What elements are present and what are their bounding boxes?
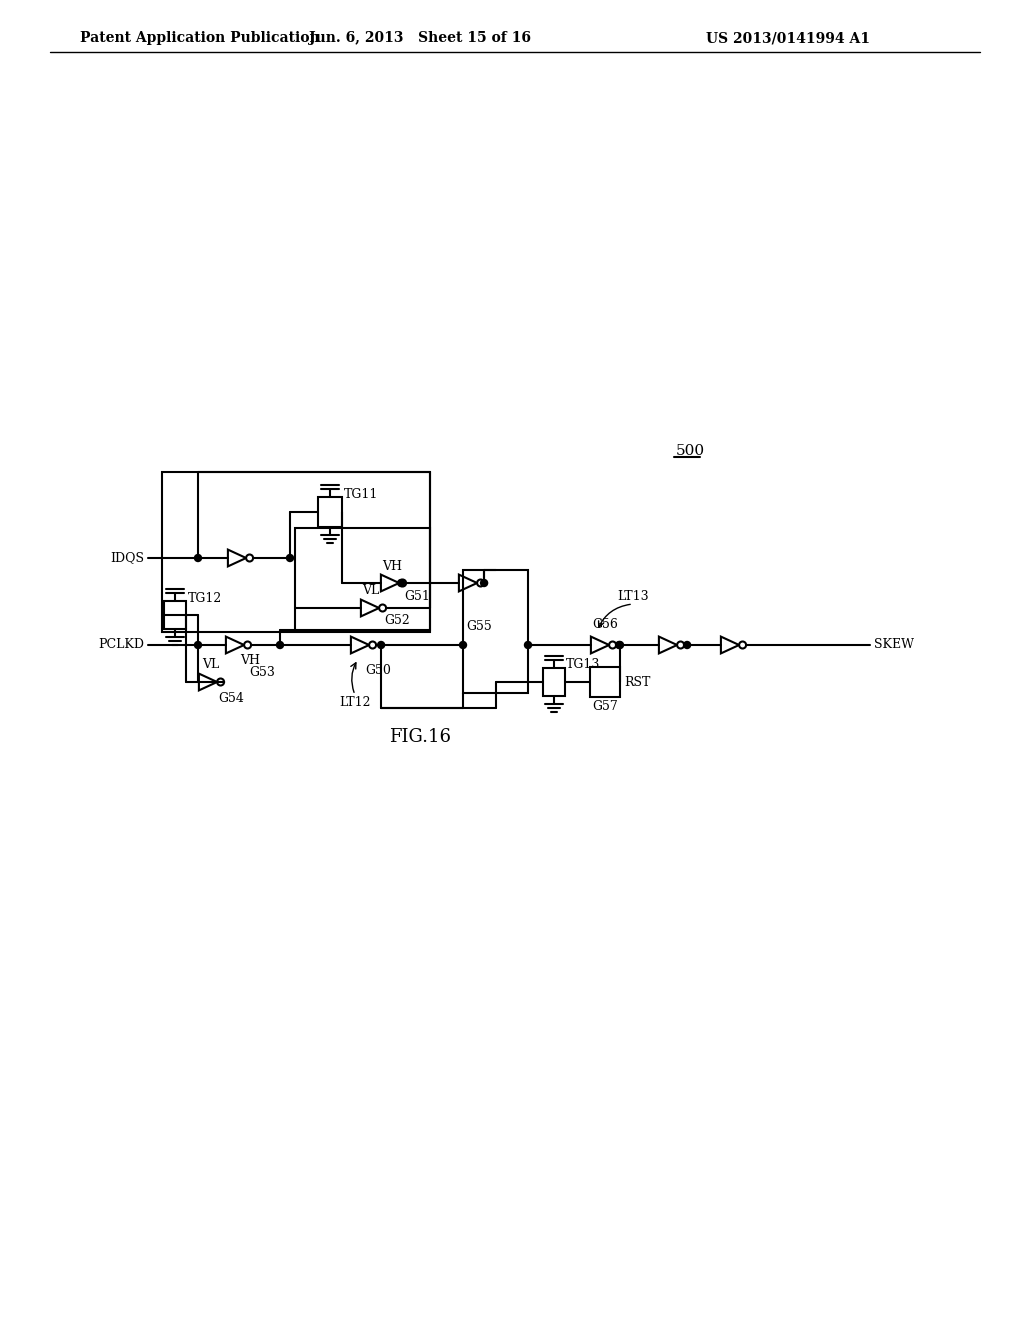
Text: LT12: LT12 <box>339 697 371 710</box>
Text: VH: VH <box>240 653 260 667</box>
Text: RST: RST <box>624 676 650 689</box>
Text: G55: G55 <box>466 620 492 634</box>
Text: TG12: TG12 <box>188 593 222 606</box>
Text: VL: VL <box>362 585 379 598</box>
Text: Patent Application Publication: Patent Application Publication <box>80 30 319 45</box>
Circle shape <box>615 642 623 648</box>
Bar <box>590 667 620 697</box>
Text: TG11: TG11 <box>344 487 379 500</box>
Circle shape <box>524 642 531 648</box>
Text: G51: G51 <box>404 590 430 602</box>
Text: 500: 500 <box>676 444 706 458</box>
Circle shape <box>684 642 690 648</box>
Text: US 2013/0141994 A1: US 2013/0141994 A1 <box>706 30 870 45</box>
Text: G57: G57 <box>592 701 617 714</box>
Bar <box>543 668 565 696</box>
Circle shape <box>195 642 202 648</box>
Circle shape <box>460 642 467 648</box>
Text: FIG.16: FIG.16 <box>389 729 451 746</box>
Circle shape <box>397 579 404 586</box>
Text: G53: G53 <box>249 667 274 680</box>
Bar <box>164 601 186 630</box>
Text: VH: VH <box>382 560 402 573</box>
Circle shape <box>616 642 624 648</box>
Text: G52: G52 <box>384 615 410 627</box>
Circle shape <box>480 579 487 586</box>
Text: VL: VL <box>202 659 219 672</box>
Circle shape <box>287 554 294 561</box>
Text: G54: G54 <box>218 692 244 705</box>
Bar <box>318 498 342 527</box>
Text: G50: G50 <box>365 664 391 676</box>
Text: Jun. 6, 2013   Sheet 15 of 16: Jun. 6, 2013 Sheet 15 of 16 <box>309 30 531 45</box>
Circle shape <box>195 554 202 561</box>
Text: IDQS: IDQS <box>110 552 144 565</box>
Text: PCLKD: PCLKD <box>98 639 144 652</box>
Bar <box>463 570 528 693</box>
Bar <box>162 473 430 632</box>
Circle shape <box>378 642 385 648</box>
Circle shape <box>276 642 284 648</box>
Bar <box>295 528 430 630</box>
Text: TG13: TG13 <box>566 659 600 672</box>
Text: G56: G56 <box>592 619 617 631</box>
Text: LT13: LT13 <box>617 590 649 603</box>
Text: SKEW: SKEW <box>874 639 914 652</box>
